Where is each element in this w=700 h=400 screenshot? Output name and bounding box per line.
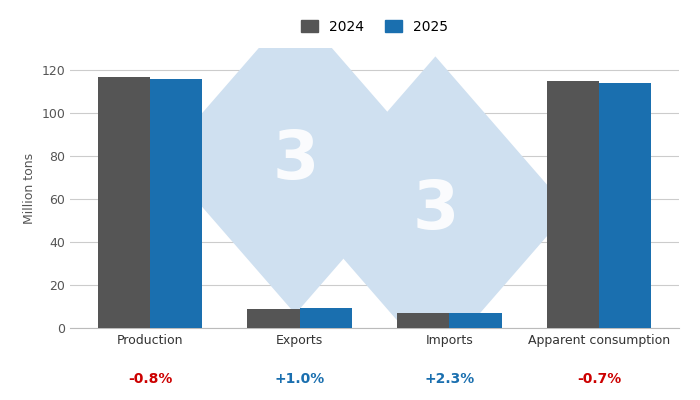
Polygon shape [302, 56, 569, 364]
Text: -0.8%: -0.8% [128, 372, 172, 386]
Bar [547, 81, 599, 328]
Bar [300, 308, 352, 328]
Text: 3: 3 [412, 177, 458, 243]
Bar [397, 313, 449, 328]
Bar [247, 309, 300, 328]
Legend: 2024, 2025: 2024, 2025 [295, 13, 454, 41]
Bar [449, 312, 502, 328]
Bar [599, 83, 651, 328]
Text: +2.3%: +2.3% [424, 372, 475, 386]
Text: -0.7%: -0.7% [577, 372, 621, 386]
Text: +1.0%: +1.0% [274, 372, 325, 386]
Bar [98, 77, 150, 328]
Text: 3: 3 [272, 127, 318, 193]
Polygon shape [161, 6, 429, 314]
Y-axis label: Million tons: Million tons [22, 152, 36, 224]
Bar [150, 79, 202, 328]
